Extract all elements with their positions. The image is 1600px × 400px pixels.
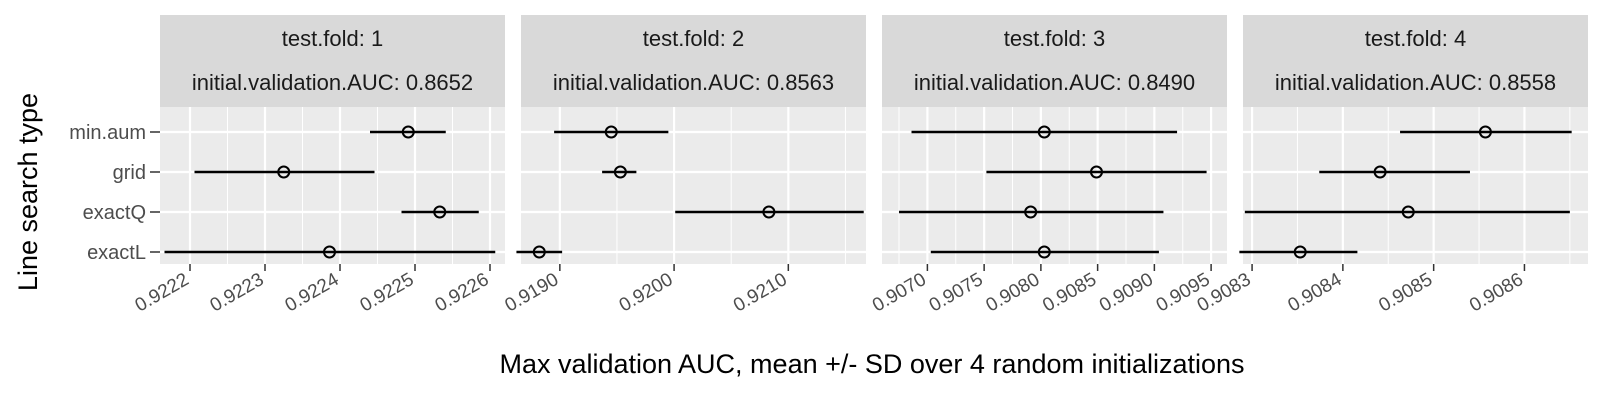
x-tick-label: 0.9085 [1039,269,1100,316]
x-tick-label: 0.9090 [1096,269,1157,316]
facet-panel [160,107,505,264]
mean-point [323,245,336,259]
mean-point [1293,245,1307,259]
facet-strip [521,15,866,107]
facet-panel [882,107,1227,264]
mean-point [1401,205,1415,219]
mean-point [1089,165,1103,179]
mean-point [277,165,291,179]
x-tick-label: 0.9210 [730,269,791,316]
mean-point [762,205,776,219]
mean-point [532,245,546,259]
mean-point [1373,165,1387,179]
facet-strip [160,15,505,107]
y-tick-label: grid [113,162,146,184]
mean-point [1037,245,1051,259]
x-axis-title: Max validation AUC, mean +/- SD over 4 r… [499,349,1244,379]
x-tick-label: 0.9190 [502,269,563,316]
x-tick-label: 0.9225 [357,269,418,316]
mean-point [433,205,447,219]
x-tick-label: 0.9086 [1466,269,1527,316]
facet-strip-fold: test.fold: 3 [1004,26,1106,51]
mean-point [604,125,618,139]
x-tick-label: 0.9070 [869,269,930,316]
facet-strip-initial-auc: initial.validation.AUC: 0.8490 [914,70,1195,95]
mean-point [1024,205,1038,219]
mean-point [401,125,415,139]
facet-strip-fold: test.fold: 2 [643,26,745,51]
x-tick-label: 0.9075 [926,269,987,316]
y-axis-title: Line search type [13,93,43,291]
facet-strip-initial-auc: initial.validation.AUC: 0.8558 [1275,70,1556,95]
facet-strip-fold: test.fold: 4 [1365,26,1467,51]
mean-point [1478,125,1492,139]
facet-strip [1243,15,1588,107]
facet-panel [1243,107,1588,264]
x-tick-label: 0.9084 [1285,269,1346,316]
facet-strip-initial-auc: initial.validation.AUC: 0.8652 [192,70,473,95]
x-tick-label: 0.9223 [207,269,268,316]
facet-strip-initial-auc: initial.validation.AUC: 0.8563 [553,70,834,95]
mean-point [1037,125,1051,139]
y-tick-label: min.aum [69,122,146,144]
y-tick-label: exactL [87,242,146,264]
facet-strip [882,15,1227,107]
x-tick-label: 0.9200 [616,269,677,316]
mean-point [613,165,627,179]
x-tick-label: 0.9222 [132,269,193,316]
x-tick-label: 0.9085 [1375,269,1436,316]
x-tick-label: 0.9224 [282,269,343,316]
y-tick-label: exactQ [83,202,146,224]
facet-strip-fold: test.fold: 1 [282,26,384,51]
facet-panel [521,107,866,264]
x-tick-label: 0.9080 [983,269,1044,316]
x-tick-label: 0.9226 [432,269,493,316]
